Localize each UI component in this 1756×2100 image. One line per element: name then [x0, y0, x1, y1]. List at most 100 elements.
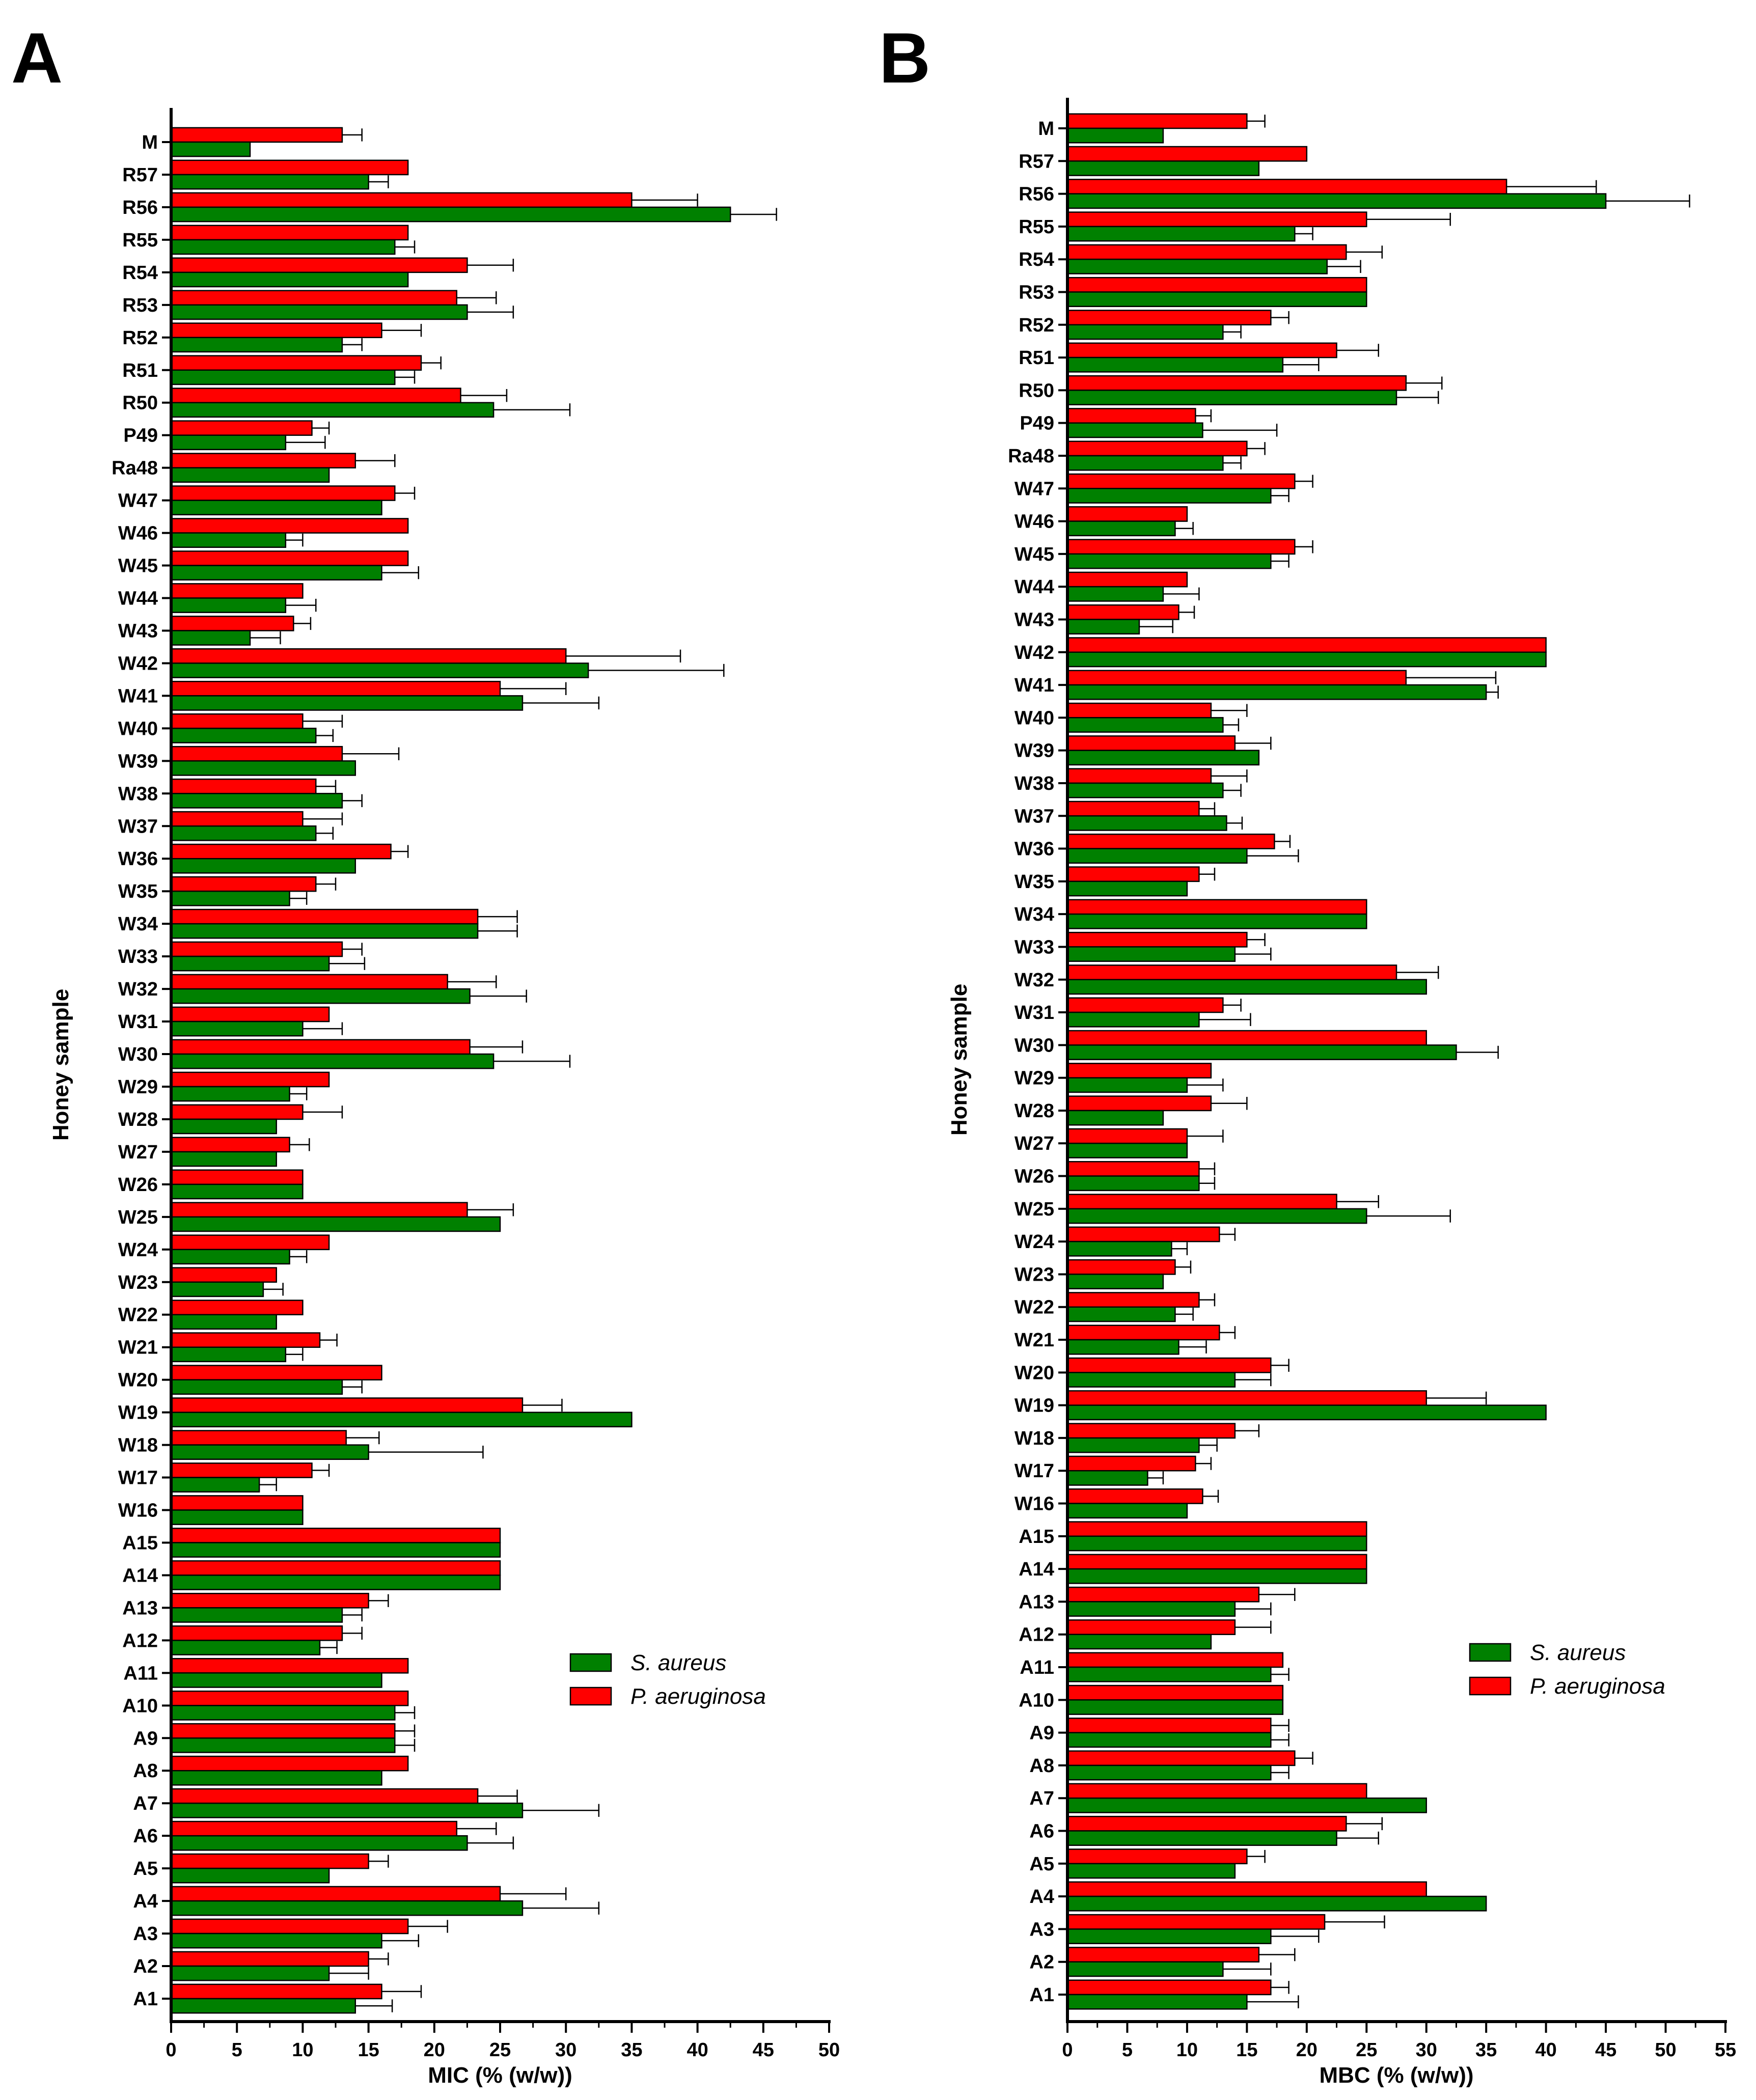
bar-p-aeruginosa-a13 — [1066, 1586, 1260, 1602]
bar-p-aeruginosa-w40 — [1066, 702, 1212, 719]
y-tick-label-a2: A2 — [1029, 1952, 1054, 1973]
y-tick-label-w29: W29 — [118, 1076, 158, 1098]
legend-swatch-s-aureus — [1469, 1643, 1512, 1662]
y-tick-label-w43: W43 — [118, 620, 158, 642]
bar-p-aeruginosa-a15 — [1066, 1521, 1367, 1537]
bar-s-aureus-r54 — [1066, 258, 1328, 274]
bar-s-aureus-w34 — [170, 923, 479, 939]
bar-s-aureus-w32 — [170, 988, 471, 1004]
x-tick-label-45: 45 — [753, 2039, 774, 2061]
bar-p-aeruginosa-a3 — [1066, 1914, 1326, 1930]
legend-label-p-aeruginosa: P. aeruginosa — [1530, 1674, 1665, 1699]
bar-p-aeruginosa-r51 — [170, 355, 422, 371]
bar-s-aureus-a12 — [170, 1640, 321, 1655]
y-tick-label-a10: A10 — [122, 1695, 158, 1717]
y-tick-label-w25: W25 — [1014, 1199, 1054, 1220]
y-tick-label-a13: A13 — [1019, 1591, 1054, 1613]
bar-s-aureus-w40 — [1066, 717, 1224, 733]
bar-s-aureus-w39 — [1066, 750, 1260, 766]
y-tick-label-ra48: Ra48 — [1008, 446, 1054, 467]
bar-p-aeruginosa-r55 — [170, 225, 409, 241]
bar-p-aeruginosa-w28 — [1066, 1095, 1212, 1112]
y-tick-label-r55: R55 — [122, 230, 158, 251]
bar-s-aureus-a8 — [1066, 1764, 1272, 1781]
bar-p-aeruginosa-a5 — [1066, 1848, 1248, 1865]
bar-p-aeruginosa-w31 — [170, 1006, 330, 1023]
y-tick-label-w17: W17 — [118, 1468, 158, 1489]
bar-p-aeruginosa-w30 — [1066, 1030, 1427, 1046]
x-tick-label-5: 5 — [1122, 2039, 1133, 2061]
bar-p-aeruginosa-w35 — [170, 876, 317, 892]
bar-p-aeruginosa-a13 — [170, 1593, 369, 1609]
bar-p-aeruginosa-a9 — [170, 1723, 396, 1739]
y-tick-label-a15: A15 — [1019, 1526, 1054, 1548]
y-tick-label-w27: W27 — [1014, 1133, 1054, 1154]
bar-s-aureus-a10 — [1066, 1699, 1284, 1715]
legend-swatch-p-aeruginosa — [569, 1687, 612, 1706]
bar-p-aeruginosa-w38 — [1066, 768, 1212, 784]
bar-p-aeruginosa-a7 — [1066, 1783, 1367, 1799]
bar-s-aureus-w43 — [170, 630, 251, 646]
bar-p-aeruginosa-m — [170, 127, 343, 143]
y-tick-label-w28: W28 — [1014, 1100, 1054, 1122]
bar-s-aureus-w20 — [1066, 1372, 1236, 1388]
bar-s-aureus-w45 — [170, 565, 382, 581]
bar-p-aeruginosa-w36 — [1066, 834, 1275, 849]
x-tick-label-0: 0 — [1062, 2039, 1073, 2061]
y-tick-label-w16: W16 — [118, 1500, 158, 1522]
y-tick-label-w41: W41 — [1014, 675, 1054, 696]
y-tick-label-r55: R55 — [1019, 216, 1054, 238]
chart-panel-a: M R57 R56 R55 R54 R53 R52 R51 R50 P49 Ra48 W47 W46 W4… — [48, 108, 840, 2088]
y-tick-label-w37: W37 — [118, 816, 158, 837]
y-tick-label-r57: R57 — [1019, 151, 1054, 172]
bar-p-aeruginosa-w21 — [1066, 1324, 1220, 1341]
bar-s-aureus-w17 — [170, 1477, 260, 1493]
bar-p-aeruginosa-a10 — [170, 1690, 409, 1706]
bar-p-aeruginosa-w34 — [1066, 899, 1367, 915]
bar-s-aureus-a13 — [170, 1607, 343, 1623]
bar-p-aeruginosa-a11 — [170, 1657, 409, 1674]
bar-p-aeruginosa-w47 — [170, 485, 396, 501]
bar-p-aeruginosa-w24 — [1066, 1226, 1220, 1242]
bar-s-aureus-w29 — [1066, 1077, 1188, 1093]
bar-p-aeruginosa-w43 — [170, 616, 294, 631]
bar-p-aeruginosa-ra48 — [170, 453, 356, 468]
y-tick-label-w25: W25 — [118, 1207, 158, 1228]
bar-p-aeruginosa-w18 — [170, 1430, 347, 1446]
y-tick-label-p49: P49 — [1020, 413, 1054, 434]
bar-p-aeruginosa-r56 — [1066, 179, 1507, 195]
bar-p-aeruginosa-r53 — [170, 290, 457, 306]
bar-s-aureus-r54 — [170, 271, 409, 288]
y-tick-label-r53: R53 — [122, 295, 158, 316]
bar-p-aeruginosa-a4 — [170, 1886, 501, 1902]
bar-p-aeruginosa-a2 — [1066, 1947, 1260, 1963]
bar-p-aeruginosa-r54 — [170, 257, 468, 273]
bar-p-aeruginosa-w40 — [170, 713, 304, 729]
bar-p-aeruginosa-w42 — [170, 648, 567, 664]
bar-p-aeruginosa-w22 — [1066, 1292, 1200, 1308]
x-tick-label-40: 40 — [687, 2039, 708, 2061]
y-tick-label-w44: W44 — [1014, 576, 1054, 598]
bar-s-aureus-w26 — [170, 1183, 304, 1200]
y-tick-label-a4: A4 — [133, 1891, 158, 1912]
x-tick-label-45: 45 — [1595, 2039, 1616, 2061]
x-tick-label-5: 5 — [232, 2039, 242, 2061]
bar-s-aureus-w27 — [1066, 1142, 1188, 1158]
bar-p-aeruginosa-w29 — [1066, 1063, 1212, 1079]
bar-s-aureus-w19 — [170, 1412, 633, 1428]
bar-s-aureus-w18 — [170, 1444, 369, 1460]
y-tick-label-w28: W28 — [118, 1109, 158, 1130]
y-tick-label-a2: A2 — [133, 1956, 158, 1977]
y-tick-label-w46: W46 — [118, 523, 158, 544]
y-tick-label-w18: W18 — [118, 1435, 158, 1456]
bar-s-aureus-w36 — [1066, 848, 1248, 864]
bar-s-aureus-w33 — [1066, 946, 1236, 962]
bar-p-aeruginosa-w31 — [1066, 997, 1224, 1013]
bar-p-aeruginosa-w22 — [170, 1300, 304, 1315]
bar-p-aeruginosa-w44 — [170, 583, 304, 599]
bar-s-aureus-r50 — [1066, 390, 1397, 405]
y-tick-label-a15: A15 — [122, 1532, 158, 1554]
bar-s-aureus-w30 — [1066, 1044, 1457, 1060]
bar-p-aeruginosa-r50 — [1066, 375, 1407, 391]
bar-s-aureus-m — [1066, 127, 1164, 144]
